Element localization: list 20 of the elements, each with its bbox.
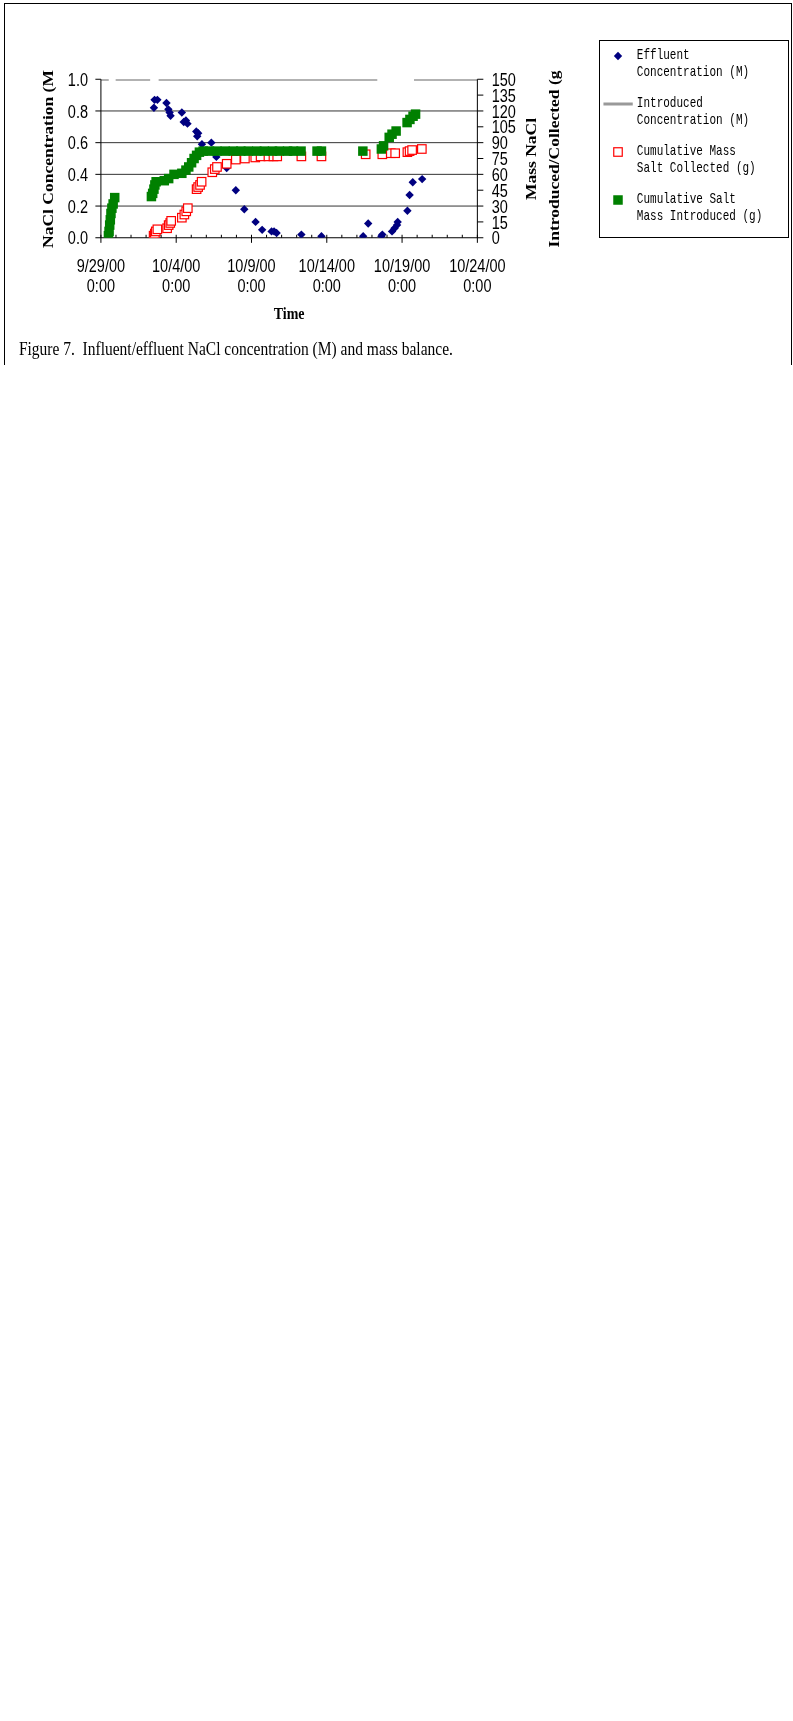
x-tick-label: 10/4/00 0:00 (152, 255, 201, 296)
x-tick-label: 9/29/00 0:00 (76, 255, 126, 296)
caption: Figure 7. Influent/effluent NaCl concentration (M) and mass balance. (18, 337, 453, 361)
y-tick-label: 0.8 (67, 101, 89, 121)
y-tick-label: 0.6 (67, 132, 89, 153)
y-axis-title: NaCl Concentration (M (40, 69, 57, 248)
y-tick-label: 1.0 (67, 69, 89, 90)
legend-label: Cumulative Mass Salt Collected (g) (636, 144, 757, 177)
x-axis-title: Time (273, 304, 305, 325)
legend-label: Cumulative Salt Mass Introduced (g) (636, 191, 764, 225)
legend-label: Introduced Concentration (M) (636, 96, 751, 129)
x-tick-label: 10/14/00 0:00 (298, 255, 355, 296)
legend-label: Effluent Concentration (M) (636, 48, 751, 81)
x-tick-label: 10/9/00 0:00 (227, 255, 276, 296)
y-tick-label: 0.4 (67, 164, 89, 185)
y2-axis-title: Mass NaCl Introduced/Collected (g (523, 68, 563, 250)
y-tick-label: 0.2 (67, 196, 89, 216)
x-tick-label: 10/24/00 0:00 (449, 255, 506, 296)
y-tick-label: 0.0 (67, 227, 89, 248)
x-tick-label: 10/19/00 0:00 (373, 255, 431, 296)
